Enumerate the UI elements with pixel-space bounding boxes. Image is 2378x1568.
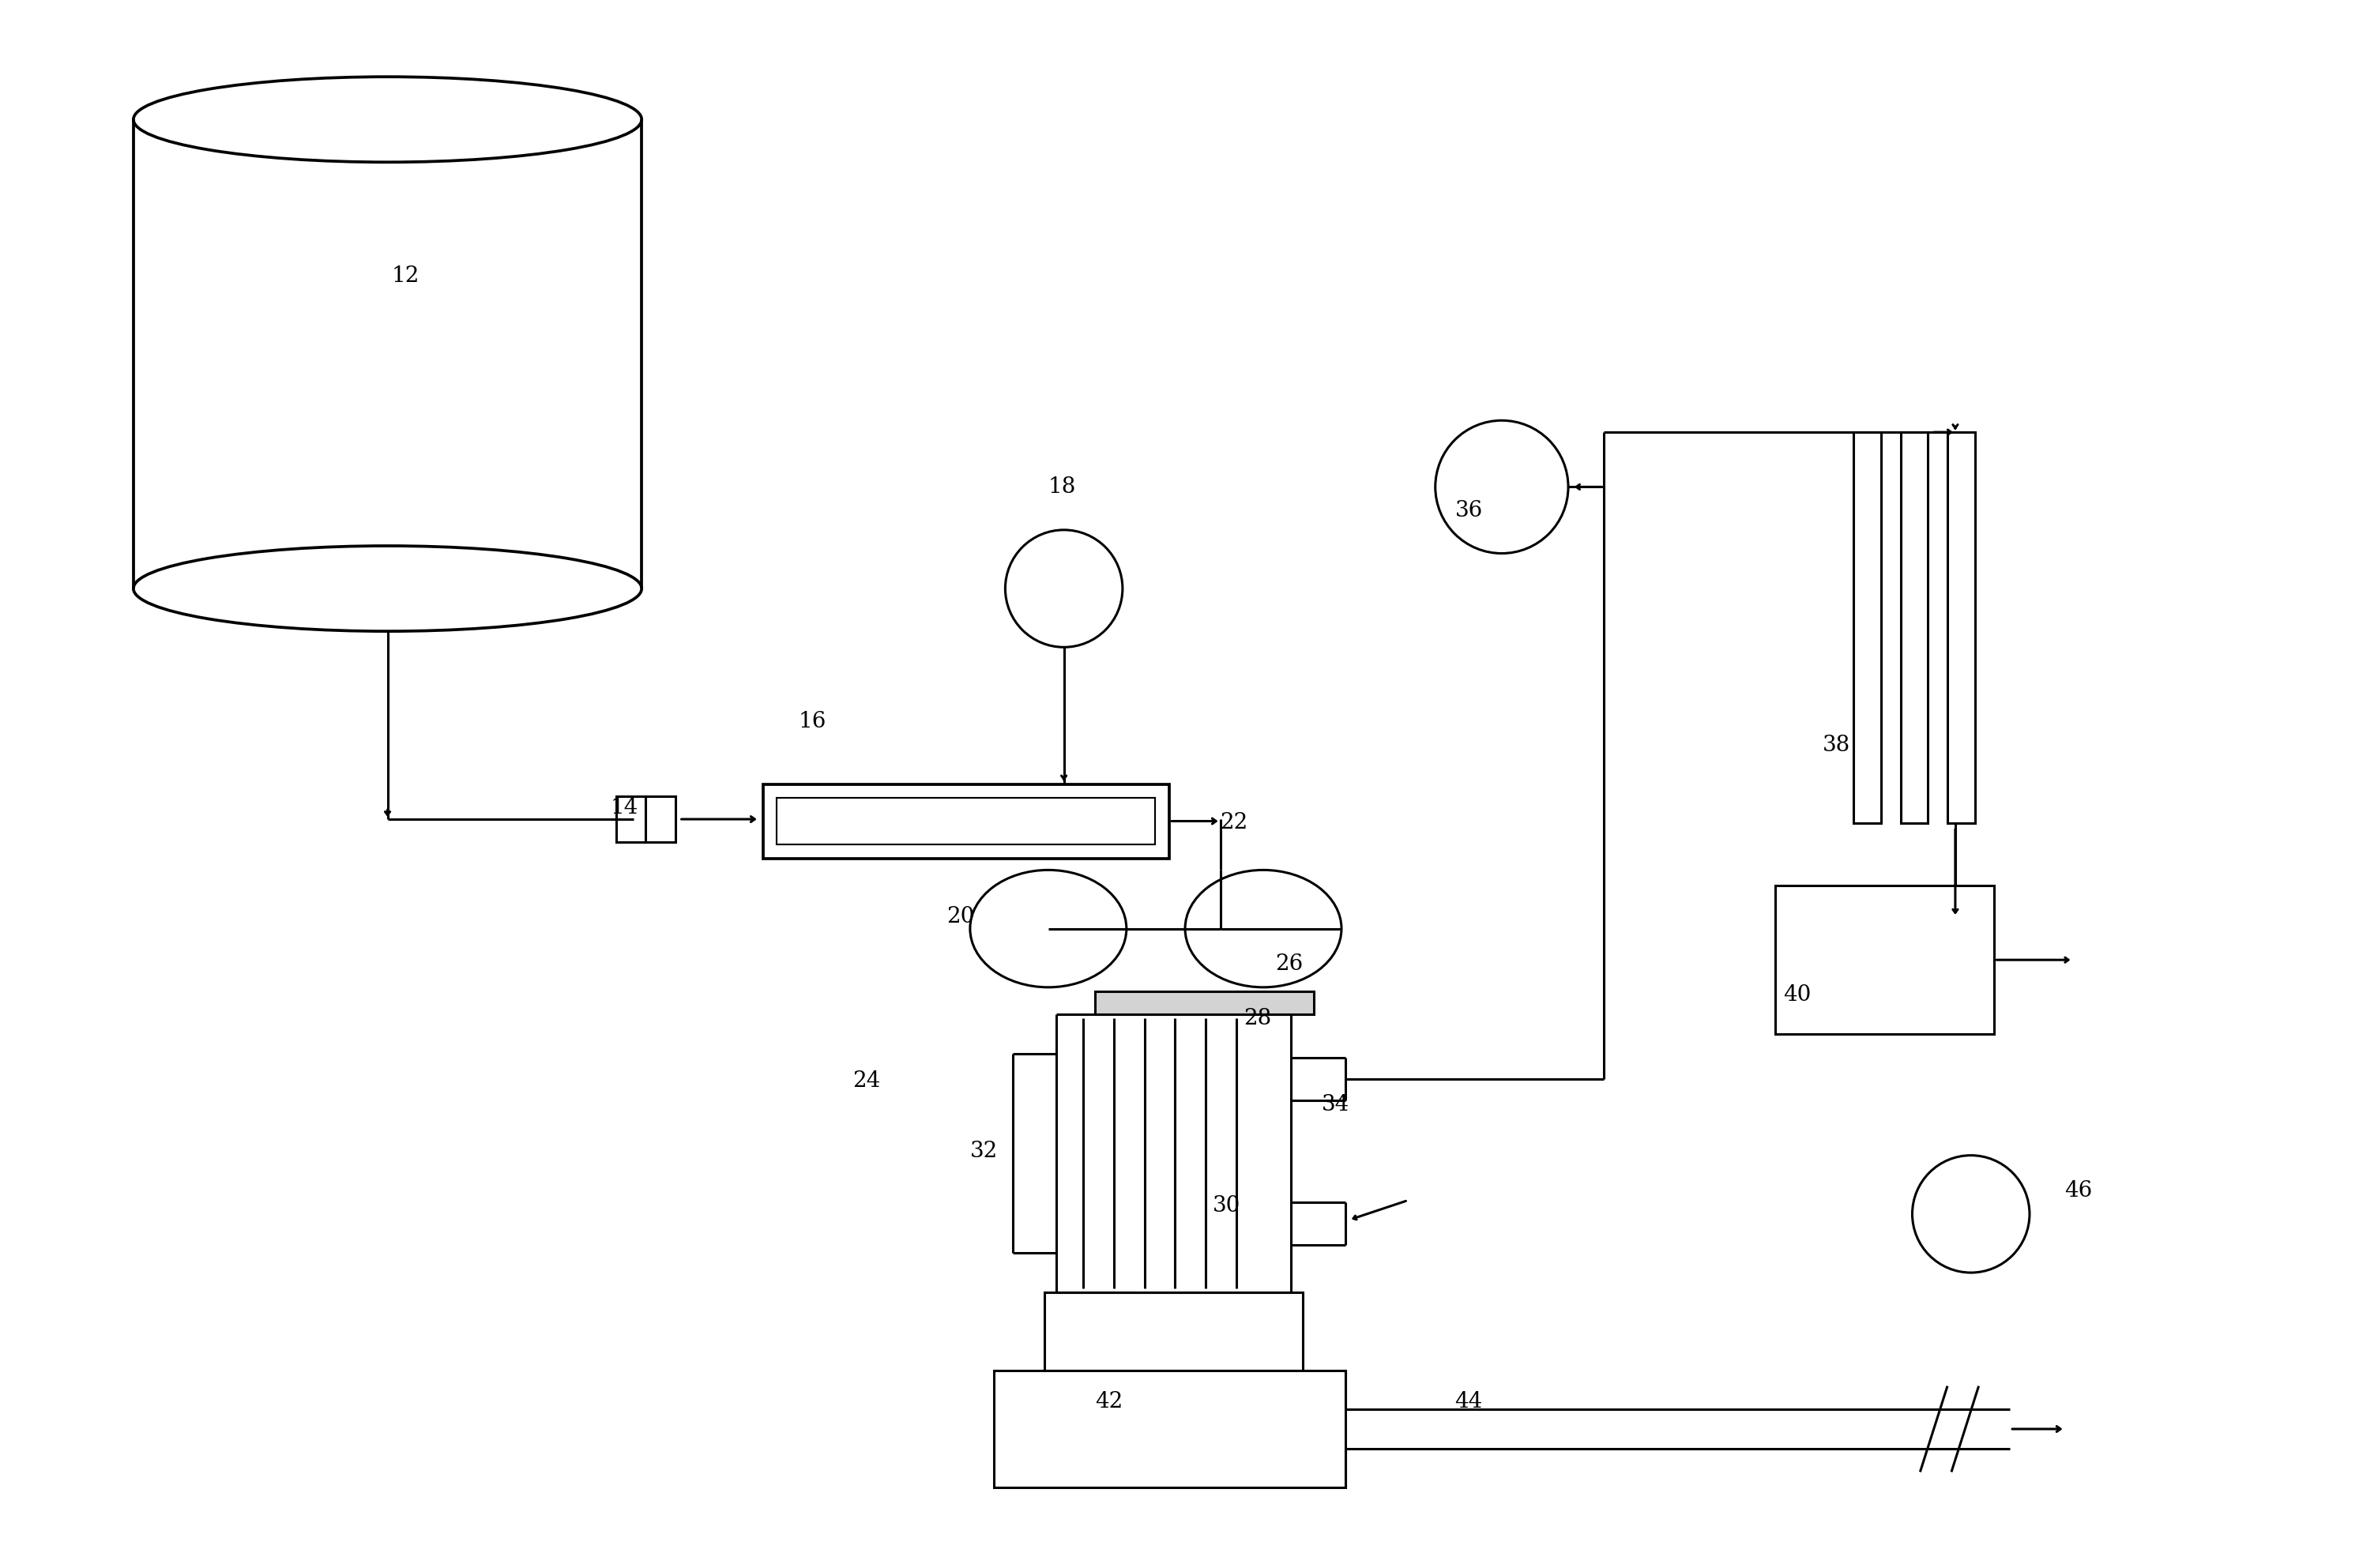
Text: 32: 32 <box>970 1142 999 1162</box>
Bar <box>1948 433 1974 823</box>
Bar <box>763 784 1170 858</box>
Bar <box>1852 433 1881 823</box>
Text: 44: 44 <box>1455 1391 1484 1413</box>
Text: 34: 34 <box>1322 1094 1351 1115</box>
Bar <box>1900 433 1929 823</box>
Bar <box>1044 1292 1303 1370</box>
Circle shape <box>1912 1156 2028 1273</box>
Text: 14: 14 <box>611 797 637 818</box>
Bar <box>778 798 1156 844</box>
Text: 22: 22 <box>1220 812 1248 834</box>
Circle shape <box>1436 420 1567 554</box>
Text: 18: 18 <box>1049 477 1077 497</box>
Text: 46: 46 <box>2064 1179 2093 1201</box>
Text: 20: 20 <box>946 906 975 928</box>
Text: 28: 28 <box>1244 1008 1272 1029</box>
Circle shape <box>1006 530 1122 648</box>
Bar <box>1096 991 1315 1014</box>
Ellipse shape <box>970 870 1127 988</box>
Text: 36: 36 <box>1455 500 1484 521</box>
Text: 26: 26 <box>1275 953 1303 974</box>
Bar <box>616 797 644 842</box>
Text: 16: 16 <box>799 710 825 732</box>
Text: 38: 38 <box>1822 734 1850 756</box>
Text: 42: 42 <box>1096 1391 1122 1413</box>
Text: 24: 24 <box>854 1071 880 1091</box>
Ellipse shape <box>133 77 642 162</box>
Text: 12: 12 <box>392 265 419 287</box>
Bar <box>1776 886 1995 1035</box>
Bar <box>644 797 675 842</box>
Text: 40: 40 <box>1784 985 1812 1005</box>
Ellipse shape <box>1184 870 1341 988</box>
Bar <box>994 1370 1346 1488</box>
Text: 30: 30 <box>1213 1195 1241 1217</box>
